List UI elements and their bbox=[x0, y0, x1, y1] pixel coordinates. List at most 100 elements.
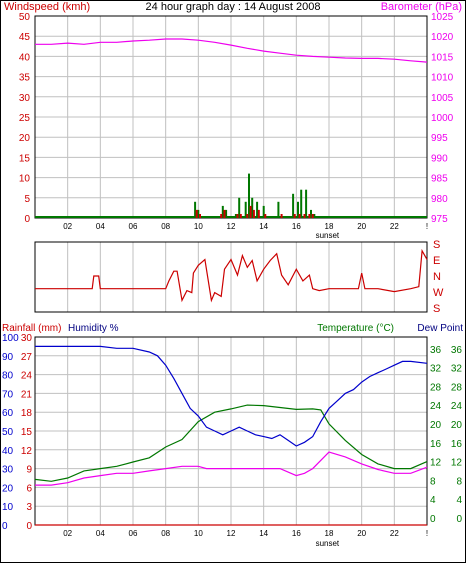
dewpoint-tick-label: 20 bbox=[451, 420, 463, 431]
x-tick-label: 18 bbox=[325, 529, 334, 538]
temp-marks bbox=[34, 345, 428, 526]
temperature-line bbox=[34, 404, 428, 482]
x-tick-label: 16 bbox=[292, 529, 301, 538]
rainfall-tick-label: 18 bbox=[21, 408, 33, 419]
rainfall-tick-label: 30 bbox=[21, 333, 33, 344]
x-tick-label: 14 bbox=[259, 529, 268, 538]
windspeed-axis-label: Windspeed (kmh) bbox=[4, 1, 90, 13]
windspeed-bar bbox=[199, 214, 201, 218]
y2-tick-label: 1025 bbox=[431, 12, 454, 23]
y-tick-label: 35 bbox=[19, 73, 31, 84]
y-tick-label: 15 bbox=[19, 153, 31, 164]
gust-bar bbox=[248, 173, 250, 218]
x-tick-label: 06 bbox=[129, 222, 138, 231]
dewpoint-axis-label: Dew Point bbox=[417, 323, 463, 334]
windspeed-bar bbox=[223, 209, 226, 218]
dewpoint-tick-label: 4 bbox=[456, 495, 462, 506]
compass-label: S bbox=[433, 303, 440, 315]
x-tick-label: 12 bbox=[227, 222, 236, 231]
x-tick-label: 20 bbox=[357, 529, 366, 538]
rainfall-tick-label: 9 bbox=[26, 465, 32, 476]
wind-marks bbox=[35, 38, 428, 218]
windspeed-bar bbox=[246, 214, 249, 218]
gust-bar bbox=[238, 197, 241, 218]
direction-line bbox=[35, 248, 428, 303]
dewpoint-tick-labels: 36 32 28 24 20 16 12 8 4 0 bbox=[451, 345, 463, 525]
wind-grid bbox=[35, 16, 428, 218]
y2-tick-label: 975 bbox=[431, 214, 448, 225]
windspeed-bar bbox=[220, 214, 223, 218]
y-tick-label: 45 bbox=[19, 32, 31, 43]
wind-hour-tick-labels: 02 04 06 08 10 12 14 16 18 20 22! bbox=[63, 222, 428, 231]
humidity-tick-label: 70 bbox=[2, 389, 14, 400]
x-tick-label: 10 bbox=[194, 222, 203, 231]
rainfall-tick-label: 6 bbox=[26, 483, 32, 494]
compass-label: N bbox=[433, 271, 441, 283]
x-tick-label: 04 bbox=[96, 222, 105, 231]
y2-tick-label: 980 bbox=[431, 194, 448, 205]
gust-bar bbox=[256, 201, 259, 218]
gust-bar bbox=[225, 209, 228, 218]
humidity-tick-label: 10 bbox=[2, 502, 14, 513]
temperature-tick-label: 32 bbox=[430, 364, 442, 375]
dewpoint-line bbox=[35, 451, 428, 486]
x-tick-label: ! bbox=[426, 222, 428, 231]
rainfall-tick-label: 27 bbox=[21, 352, 33, 363]
humidity-tick-label: 40 bbox=[2, 446, 14, 457]
humidity-tick-label: 60 bbox=[2, 408, 14, 419]
gust-bar bbox=[297, 201, 299, 218]
windspeed-bar bbox=[298, 214, 301, 218]
gust-bar bbox=[313, 214, 316, 218]
temp-hour-tick-labels: 02 04 06 08 10 12 14 16 18 20 22! bbox=[63, 529, 428, 538]
rainfall-tick-label: 21 bbox=[21, 389, 33, 400]
rainfall-tick-label: 0 bbox=[26, 521, 32, 532]
rainfall-axis-label: Rainfall (mm) bbox=[2, 323, 61, 334]
gust-bar bbox=[305, 189, 308, 218]
temperature-axis-label: Temperature (°C) bbox=[317, 323, 394, 334]
gust-bar bbox=[310, 209, 312, 218]
x-tick-label: 02 bbox=[63, 529, 72, 538]
temperature-tick-labels: 36 32 28 24 20 16 12 8 4 0 bbox=[430, 345, 442, 525]
x-tick-label: 04 bbox=[96, 529, 105, 538]
dewpoint-tick-label: 12 bbox=[451, 458, 463, 469]
y2-tick-label: 990 bbox=[431, 153, 448, 164]
windspeed-bar bbox=[264, 214, 267, 218]
x-tick-label: 08 bbox=[161, 529, 170, 538]
windspeed-bar bbox=[280, 214, 283, 218]
barometer-axis-label: Barometer (hPa) bbox=[381, 1, 462, 13]
y-tick-label: 5 bbox=[24, 194, 30, 205]
y2-tick-label: 1000 bbox=[431, 113, 454, 124]
temperature-tick-label: 36 bbox=[430, 345, 442, 356]
windspeed-bar bbox=[239, 214, 242, 218]
humidity-tick-label: 20 bbox=[2, 483, 14, 494]
humidity-line bbox=[35, 345, 428, 447]
temperature-tick-label: 16 bbox=[430, 439, 442, 450]
sunset-label: sunset bbox=[316, 231, 340, 240]
windspeed-bar bbox=[236, 214, 239, 218]
page-title: 24 hour graph day : 14 August 2008 bbox=[146, 1, 321, 13]
x-tick-label: 10 bbox=[194, 529, 203, 538]
direction-plot-frame bbox=[34, 241, 428, 313]
temperature-tick-label: 24 bbox=[430, 401, 442, 412]
windspeed-bar bbox=[293, 214, 296, 218]
x-tick-label: 22 bbox=[390, 529, 399, 538]
y-tick-label: 10 bbox=[19, 174, 31, 185]
gust-bar bbox=[221, 205, 224, 218]
temperature-tick-label: 0 bbox=[430, 514, 436, 525]
windspeed-bar bbox=[303, 214, 306, 218]
rainfall-tick-label: 15 bbox=[21, 427, 33, 438]
x-tick-label: 06 bbox=[129, 529, 138, 538]
windspeed-bar bbox=[195, 209, 198, 218]
dewpoint-tick-label: 0 bbox=[456, 514, 462, 525]
y2-tick-label: 1020 bbox=[431, 32, 454, 43]
y2-tick-label: 985 bbox=[431, 174, 448, 185]
windspeed-bar bbox=[252, 209, 255, 218]
humidity-tick-label: 0 bbox=[2, 521, 8, 532]
y2-tick-label: 995 bbox=[431, 133, 448, 144]
